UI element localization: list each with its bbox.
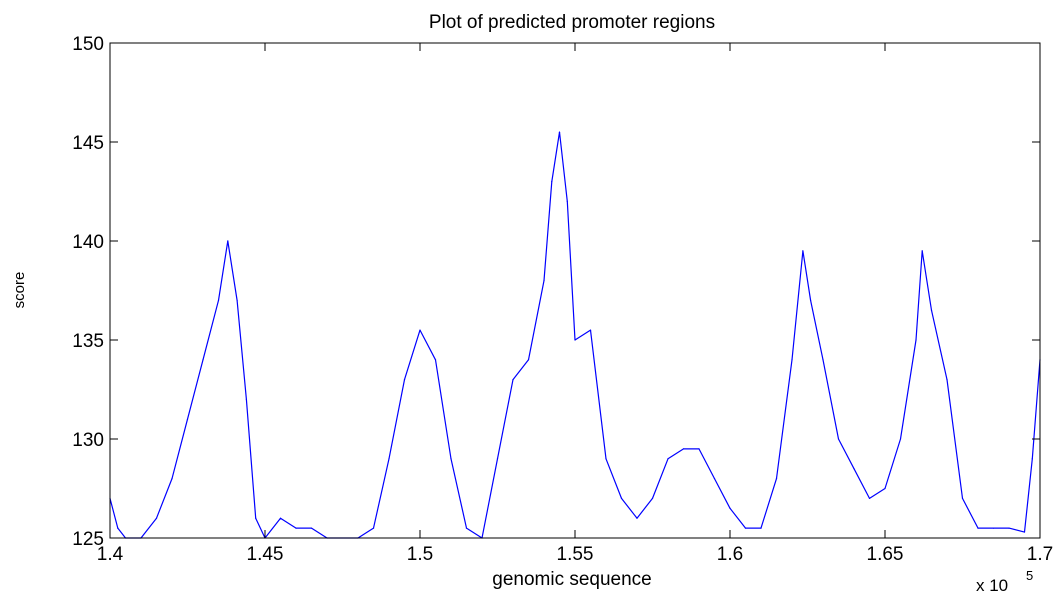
data-point — [543, 280, 545, 282]
data-point — [202, 359, 204, 361]
x-tick-label: 1.45 — [247, 544, 284, 565]
axis-layer: 1.4 1.45 1.5 1.55 1.6 1.65 1.7 125 130 135 140 145 1… — [72, 34, 1053, 565]
data-point — [837, 438, 840, 440]
data-point — [713, 478, 716, 480]
y-tick-label: 150 — [72, 34, 104, 55]
data-point — [1031, 458, 1033, 460]
data-point — [921, 250, 923, 252]
data-point — [574, 339, 576, 341]
data-point — [930, 309, 933, 311]
data-point — [403, 379, 406, 381]
data-point — [605, 458, 607, 460]
chart-title: Plot of predicted promoter regions — [429, 12, 715, 33]
data-point — [450, 458, 452, 460]
y-tick-label: 145 — [72, 133, 104, 154]
data-point — [186, 418, 189, 420]
data-point — [620, 497, 623, 499]
data-point — [566, 200, 568, 202]
data-point — [698, 448, 700, 450]
x-multiplier-label: x 10 — [976, 576, 1008, 594]
data-point — [236, 299, 238, 301]
data-point — [1008, 527, 1010, 529]
data-point — [465, 527, 468, 529]
data-point — [899, 438, 902, 440]
x-tick-label: 1.6 — [717, 544, 743, 565]
y-tick-label: 130 — [72, 430, 104, 451]
x-tick-label: 1.55 — [557, 544, 594, 565]
data-point — [810, 299, 812, 301]
data-point — [551, 181, 553, 183]
y-tick-label: 135 — [72, 331, 104, 352]
data-point — [279, 517, 282, 519]
data-point — [636, 517, 638, 519]
data-point — [527, 359, 530, 361]
data-point — [667, 458, 669, 460]
data-point — [992, 527, 995, 529]
data-point — [884, 487, 886, 490]
data-point — [977, 527, 979, 529]
y-axis-label: score — [11, 272, 28, 309]
data-point — [729, 507, 731, 509]
data-point — [496, 458, 499, 460]
x-multiplier-exponent: 5 — [1026, 568, 1033, 583]
data-point — [512, 379, 514, 381]
data-point — [589, 329, 592, 331]
x-axis-label: genomic sequence — [492, 569, 652, 590]
x-tick-label: 1.65 — [867, 544, 904, 565]
data-point — [744, 527, 747, 529]
data-point — [434, 359, 437, 361]
data-point — [822, 359, 824, 361]
data-point — [651, 497, 654, 499]
data-point — [915, 339, 917, 341]
data-point — [171, 478, 173, 480]
data-point — [295, 527, 297, 529]
data-point — [868, 497, 871, 499]
data-point — [419, 329, 421, 331]
y-tick-label: 140 — [72, 232, 104, 253]
data-point — [775, 478, 778, 480]
data-point — [558, 131, 561, 133]
data-point — [245, 398, 247, 400]
data-point — [791, 359, 793, 361]
series-line-0 — [109, 131, 1041, 539]
data-point — [310, 527, 313, 529]
data-point — [802, 250, 804, 252]
data-point — [760, 527, 762, 529]
x-tick-label: 1.4 — [97, 544, 124, 565]
data-point — [227, 240, 229, 242]
data-point — [117, 527, 119, 529]
data-point — [1023, 531, 1026, 533]
data-point — [155, 517, 158, 519]
data-point — [961, 497, 964, 499]
data-point — [853, 468, 855, 470]
x-tick-label: 1.7 — [1027, 544, 1053, 565]
data-point — [946, 379, 948, 381]
data-point — [388, 458, 390, 460]
data-point — [217, 299, 220, 301]
data-point — [682, 448, 685, 450]
y-tick-label: 125 — [72, 529, 104, 550]
x-tick-label: 1.5 — [407, 544, 433, 565]
data-point — [372, 527, 375, 529]
data-point — [255, 517, 257, 519]
